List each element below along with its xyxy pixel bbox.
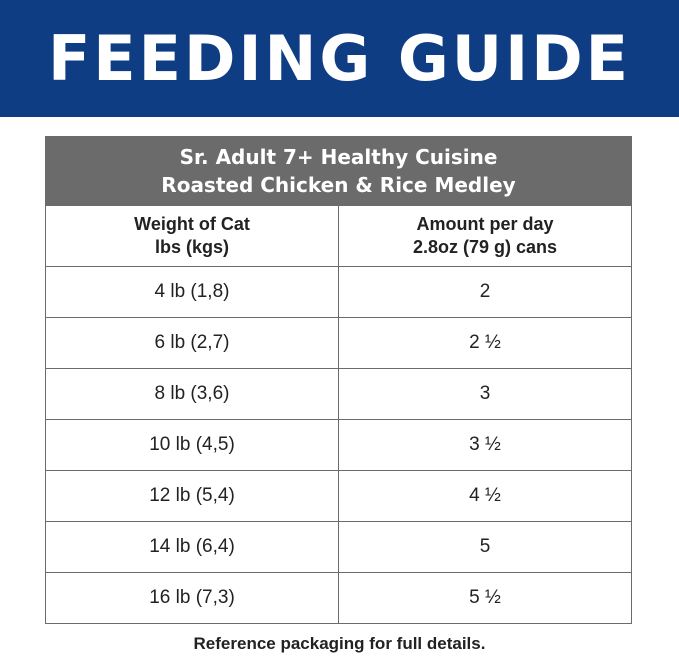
column-header-amount-line2: 2.8oz (79 g) cans [412,237,558,257]
column-header-amount: Amount per day 2.8oz (79 g) cans [338,206,631,266]
table-row: 10 lb (4,5) 3 ½ [46,419,631,470]
page-title: FEEDING GUIDE [47,22,632,95]
column-header-row: Weight of Cat lbs (kgs) Amount per day 2… [46,205,631,266]
column-header-amount-line1: Amount per day [416,214,554,234]
weight-cell: 6 lb (2,7) [154,332,230,353]
table-title-line1: Sr. Adult 7+ Healthy Cuisine [179,145,498,169]
table-row: 8 lb (3,6) 3 [46,368,631,419]
weight-cell: 12 lb (5,4) [149,485,235,506]
table-row: 16 lb (7,3) 5 ½ [46,572,631,623]
amount-cell: 5 [338,522,631,572]
weight-cell: 10 lb (4,5) [149,434,235,455]
amount-cell: 3 ½ [338,420,631,470]
column-header-weight-line1: Weight of Cat [134,214,250,234]
weight-cell: 4 lb (1,8) [154,281,230,302]
weight-cell: 8 lb (3,6) [154,383,230,404]
table-row: 4 lb (1,8) 2 [46,266,631,317]
table-row: 14 lb (6,4) 5 [46,521,631,572]
table-row: 12 lb (5,4) 4 ½ [46,470,631,521]
amount-cell: 3 [338,369,631,419]
table-title: Sr. Adult 7+ Healthy Cuisine Roasted Chi… [46,137,631,205]
weight-cell: 16 lb (7,3) [149,587,235,608]
column-header-weight: Weight of Cat lbs (kgs) [46,206,338,266]
weight-cell: 14 lb (6,4) [149,536,235,557]
header-banner: FEEDING GUIDE [0,0,679,117]
amount-cell: 2 ½ [338,318,631,368]
table-row: 6 lb (2,7) 2 ½ [46,317,631,368]
amount-cell: 5 ½ [338,573,631,623]
feeding-table: Sr. Adult 7+ Healthy Cuisine Roasted Chi… [45,136,632,624]
footnote: Reference packaging for full details. [193,634,486,653]
amount-cell: 4 ½ [338,471,631,521]
column-header-weight-line2: lbs (kgs) [154,237,229,257]
table-title-line2: Roasted Chicken & Rice Medley [161,173,516,197]
amount-cell: 2 [338,267,631,317]
